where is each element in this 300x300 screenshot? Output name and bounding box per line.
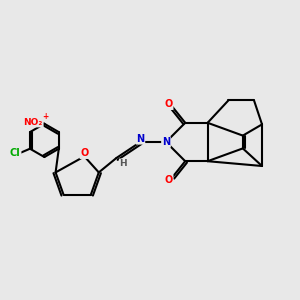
Text: N: N xyxy=(162,137,170,147)
Text: O: O xyxy=(80,148,88,158)
Text: O: O xyxy=(164,99,173,109)
Text: H: H xyxy=(120,159,127,168)
Text: N: N xyxy=(136,134,145,144)
Text: O: O xyxy=(164,175,173,185)
Text: Cl: Cl xyxy=(10,148,21,158)
Text: +: + xyxy=(42,112,49,121)
Text: NO₂: NO₂ xyxy=(23,118,43,127)
